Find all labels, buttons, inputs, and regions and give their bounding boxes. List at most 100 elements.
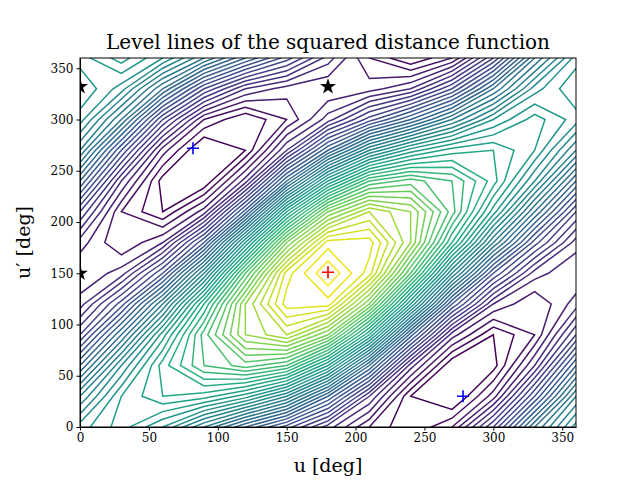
y-axis-title: u′ [deg] [12,206,34,279]
contour-line [80,58,576,427]
x-axis-title: u [deg] [294,454,363,476]
tick-mark [77,427,81,428]
tick: 0 [66,420,80,434]
contour-line [192,171,464,375]
tick-mark [77,120,81,121]
tick-mark [77,171,81,172]
contour-line [283,238,373,308]
contour-line [80,58,576,427]
contour-line [80,58,576,427]
contour-line [80,58,576,427]
contour-line [275,229,380,317]
tick: 100 [51,318,80,332]
tick-mark [149,427,150,431]
tick: 300 [482,427,505,445]
plot-frame [80,58,576,427]
tick: 350 [51,62,80,76]
tick-label: 350 [51,62,74,76]
contour-line [80,58,576,427]
tick-label: 350 [551,431,574,445]
x-axis: 0 50 100 150 200 250 300 350 [77,427,577,445]
axis-line [81,427,577,428]
contour-line [80,58,576,427]
star-marker [320,78,336,93]
star-marker [80,78,88,93]
contour-line [245,204,410,342]
tick-label: 0 [66,420,74,434]
tick-label: 250 [51,164,74,178]
tick-label: 150 [51,267,74,281]
tick-label: 150 [276,431,299,445]
tick-mark [424,427,425,431]
contour-line [80,58,576,427]
contour-line [260,212,395,335]
contour-line [215,184,440,362]
contour-line [111,58,545,427]
contour-line [80,58,576,427]
contour-line [316,261,340,286]
contour-line [238,200,418,346]
tick-mark [77,376,81,377]
title: Level lines of the squared distance func… [106,30,550,54]
tick-mark [80,427,81,431]
tick-label: 300 [482,431,505,445]
contour-line [80,58,576,427]
plus-marker [187,142,199,154]
contour-line [80,58,576,427]
contour-line [159,150,497,396]
tick: 50 [58,369,80,383]
tick-mark [493,427,494,431]
contour-line [253,208,403,339]
tick-mark [287,427,288,431]
contour-line [80,58,576,427]
tick-mark [77,222,81,223]
tick-mark [77,68,81,69]
contour-line [230,196,425,350]
tick-label: 50 [142,431,157,445]
contour-line [201,175,455,371]
tick: 0 [77,427,85,445]
contour-line [208,179,448,367]
contour-line [80,58,576,427]
tick: 300 [51,113,80,127]
tick-label: 100 [207,431,230,445]
tick: 250 [51,164,80,178]
tick: 250 [413,427,436,445]
contour-line [80,58,576,427]
contour-line [80,58,576,427]
tick-label: 300 [51,113,74,127]
tick-mark [77,325,81,326]
contour-line [268,221,388,326]
contour-line [80,58,576,427]
contour-line [80,58,576,427]
tick-label: 200 [345,431,368,445]
tick: 100 [207,427,230,445]
contour-lines [80,58,576,427]
tick: 350 [551,427,574,445]
tick-mark [356,427,357,431]
y-axis: 0 50 100 150 200 250 300 350 [51,59,81,435]
plus-marker [322,266,334,278]
markers [80,78,469,402]
tick-label: 250 [413,431,436,445]
contour-line [80,58,576,427]
contour-line [223,191,433,355]
tick-mark [218,427,219,431]
tick-label: 50 [58,369,73,383]
tick: 150 [276,427,299,445]
contour-line [80,58,576,427]
contour-line [169,161,488,387]
axis-line [80,59,81,428]
contour-line [180,167,475,379]
contour-line [142,143,514,404]
contour-line [80,58,576,427]
contour-line [80,58,576,427]
chart: 0 50 100 150 200 250 300 350 0 50 100 150 200 250 300 3… [0,0,640,480]
tick-label: 100 [51,318,74,332]
tick-mark [77,273,81,274]
tick-label: 200 [51,215,74,229]
contour-line [304,249,351,298]
tick: 150 [51,267,80,281]
contour-line [80,58,576,427]
tick-label: 0 [77,431,85,445]
